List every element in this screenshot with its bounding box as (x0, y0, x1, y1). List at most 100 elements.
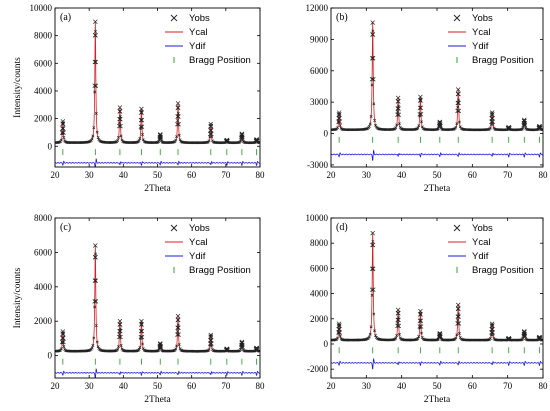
yobs-point (417, 105, 423, 111)
yobs-point (208, 332, 214, 338)
yobs-legend-marker (170, 14, 178, 22)
yobs-point (489, 110, 495, 115)
y-tick-label: 6000 (34, 58, 53, 68)
yobs-point (208, 123, 214, 129)
yobs-point (336, 116, 341, 121)
yobs-point (490, 119, 496, 124)
ydif-series (331, 149, 543, 161)
yobs-point (117, 116, 122, 122)
yobs-point (395, 106, 400, 111)
yobs-point (537, 336, 543, 341)
legend: Yobs Ycal Ydif Bragg Position (165, 223, 251, 276)
x-tick-label: 30 (362, 381, 372, 391)
yobs-point (370, 56, 375, 61)
yobs-point (396, 317, 401, 323)
bragg-series (338, 347, 540, 354)
y-tick-label: 2000 (34, 316, 53, 326)
yobs-point (118, 116, 123, 122)
panel-label: (b) (336, 12, 348, 23)
yobs-point (176, 325, 181, 331)
yobs-point (336, 119, 341, 124)
yobs-point (158, 136, 164, 142)
y-tick-label: 6000 (34, 247, 53, 257)
yobs-point (417, 112, 423, 117)
legend-entry: Ycal (472, 237, 490, 248)
y-axis-label: Intensity/counts (13, 267, 23, 328)
y-tick-label: 6000 (310, 263, 329, 273)
x-tick-label: 80 (539, 170, 549, 180)
panel-label: (c) (60, 222, 71, 233)
x-tick-label: 60 (187, 381, 197, 391)
yobs-point (537, 125, 543, 130)
yobs-point (438, 123, 443, 129)
yobs-point (370, 242, 376, 248)
yobs-point (418, 312, 423, 317)
panel-label: (d) (336, 222, 348, 233)
x-tick-label: 80 (256, 170, 266, 180)
legend-entry: Yobs (472, 223, 493, 234)
yobs-point (93, 32, 98, 38)
yobs-point (117, 123, 122, 129)
x-tick-label: 20 (51, 170, 61, 180)
yobs-point (61, 339, 66, 345)
legend-entry: Ydif (189, 251, 206, 262)
yobs-point (370, 20, 375, 25)
yobs-point (418, 324, 424, 329)
yobs-point (254, 137, 260, 142)
yobs-point (208, 338, 213, 343)
yobs-point (418, 318, 424, 324)
y-tick-label: 0 (324, 339, 329, 349)
yobs-point (371, 77, 376, 82)
x-tick-label: 30 (85, 381, 95, 391)
yobs-point (490, 323, 495, 328)
y-tick-label: 6000 (310, 66, 329, 76)
yobs-point (438, 122, 443, 127)
legend-entry: Bragg Position (189, 55, 251, 66)
yobs-point (507, 337, 512, 342)
yobs-point (240, 342, 245, 348)
yobs-point (240, 136, 245, 141)
yobs-point (537, 124, 542, 129)
yobs-point (175, 114, 180, 119)
yobs-point (92, 299, 97, 304)
yobs-point (117, 105, 123, 110)
yobs-point (456, 100, 461, 106)
yobs-series (331, 20, 543, 132)
x-tick-label: 60 (468, 170, 478, 180)
yobs-point (456, 314, 461, 319)
yobs-point (369, 77, 375, 82)
yobs-point (60, 331, 66, 336)
yobs-background-points (55, 29, 260, 145)
x-tick-label: 70 (503, 381, 513, 391)
yobs-point (240, 344, 245, 350)
bragg-series (338, 136, 540, 143)
yobs-point (139, 334, 145, 340)
yobs-point (225, 139, 230, 144)
plot-frame (330, 217, 544, 379)
yobs-background-points (331, 240, 543, 342)
yobs-point (176, 332, 181, 337)
yobs-point (207, 131, 213, 137)
yobs-background-points (331, 29, 543, 132)
yobs-point (455, 100, 461, 106)
yobs-point (175, 121, 180, 127)
yobs-point (254, 347, 260, 352)
yobs-point (175, 105, 181, 110)
yobs-point (418, 112, 424, 117)
y-tick-label: 0 (48, 351, 53, 361)
yobs-point (93, 278, 98, 283)
yobs-point (93, 83, 99, 88)
yobs-point (139, 117, 145, 123)
yobs-point (489, 321, 495, 327)
yobs-point (418, 94, 423, 100)
yobs-point (336, 110, 342, 115)
x-tick-label: 20 (51, 381, 61, 391)
yobs-point (337, 323, 342, 328)
yobs-point (455, 314, 461, 319)
yobs-point (93, 299, 99, 304)
yobs-point (175, 325, 180, 331)
yobs-point (490, 330, 496, 335)
yobs-point (117, 322, 123, 327)
yobs-point (455, 108, 460, 114)
y-tick-label: 8000 (34, 31, 53, 41)
